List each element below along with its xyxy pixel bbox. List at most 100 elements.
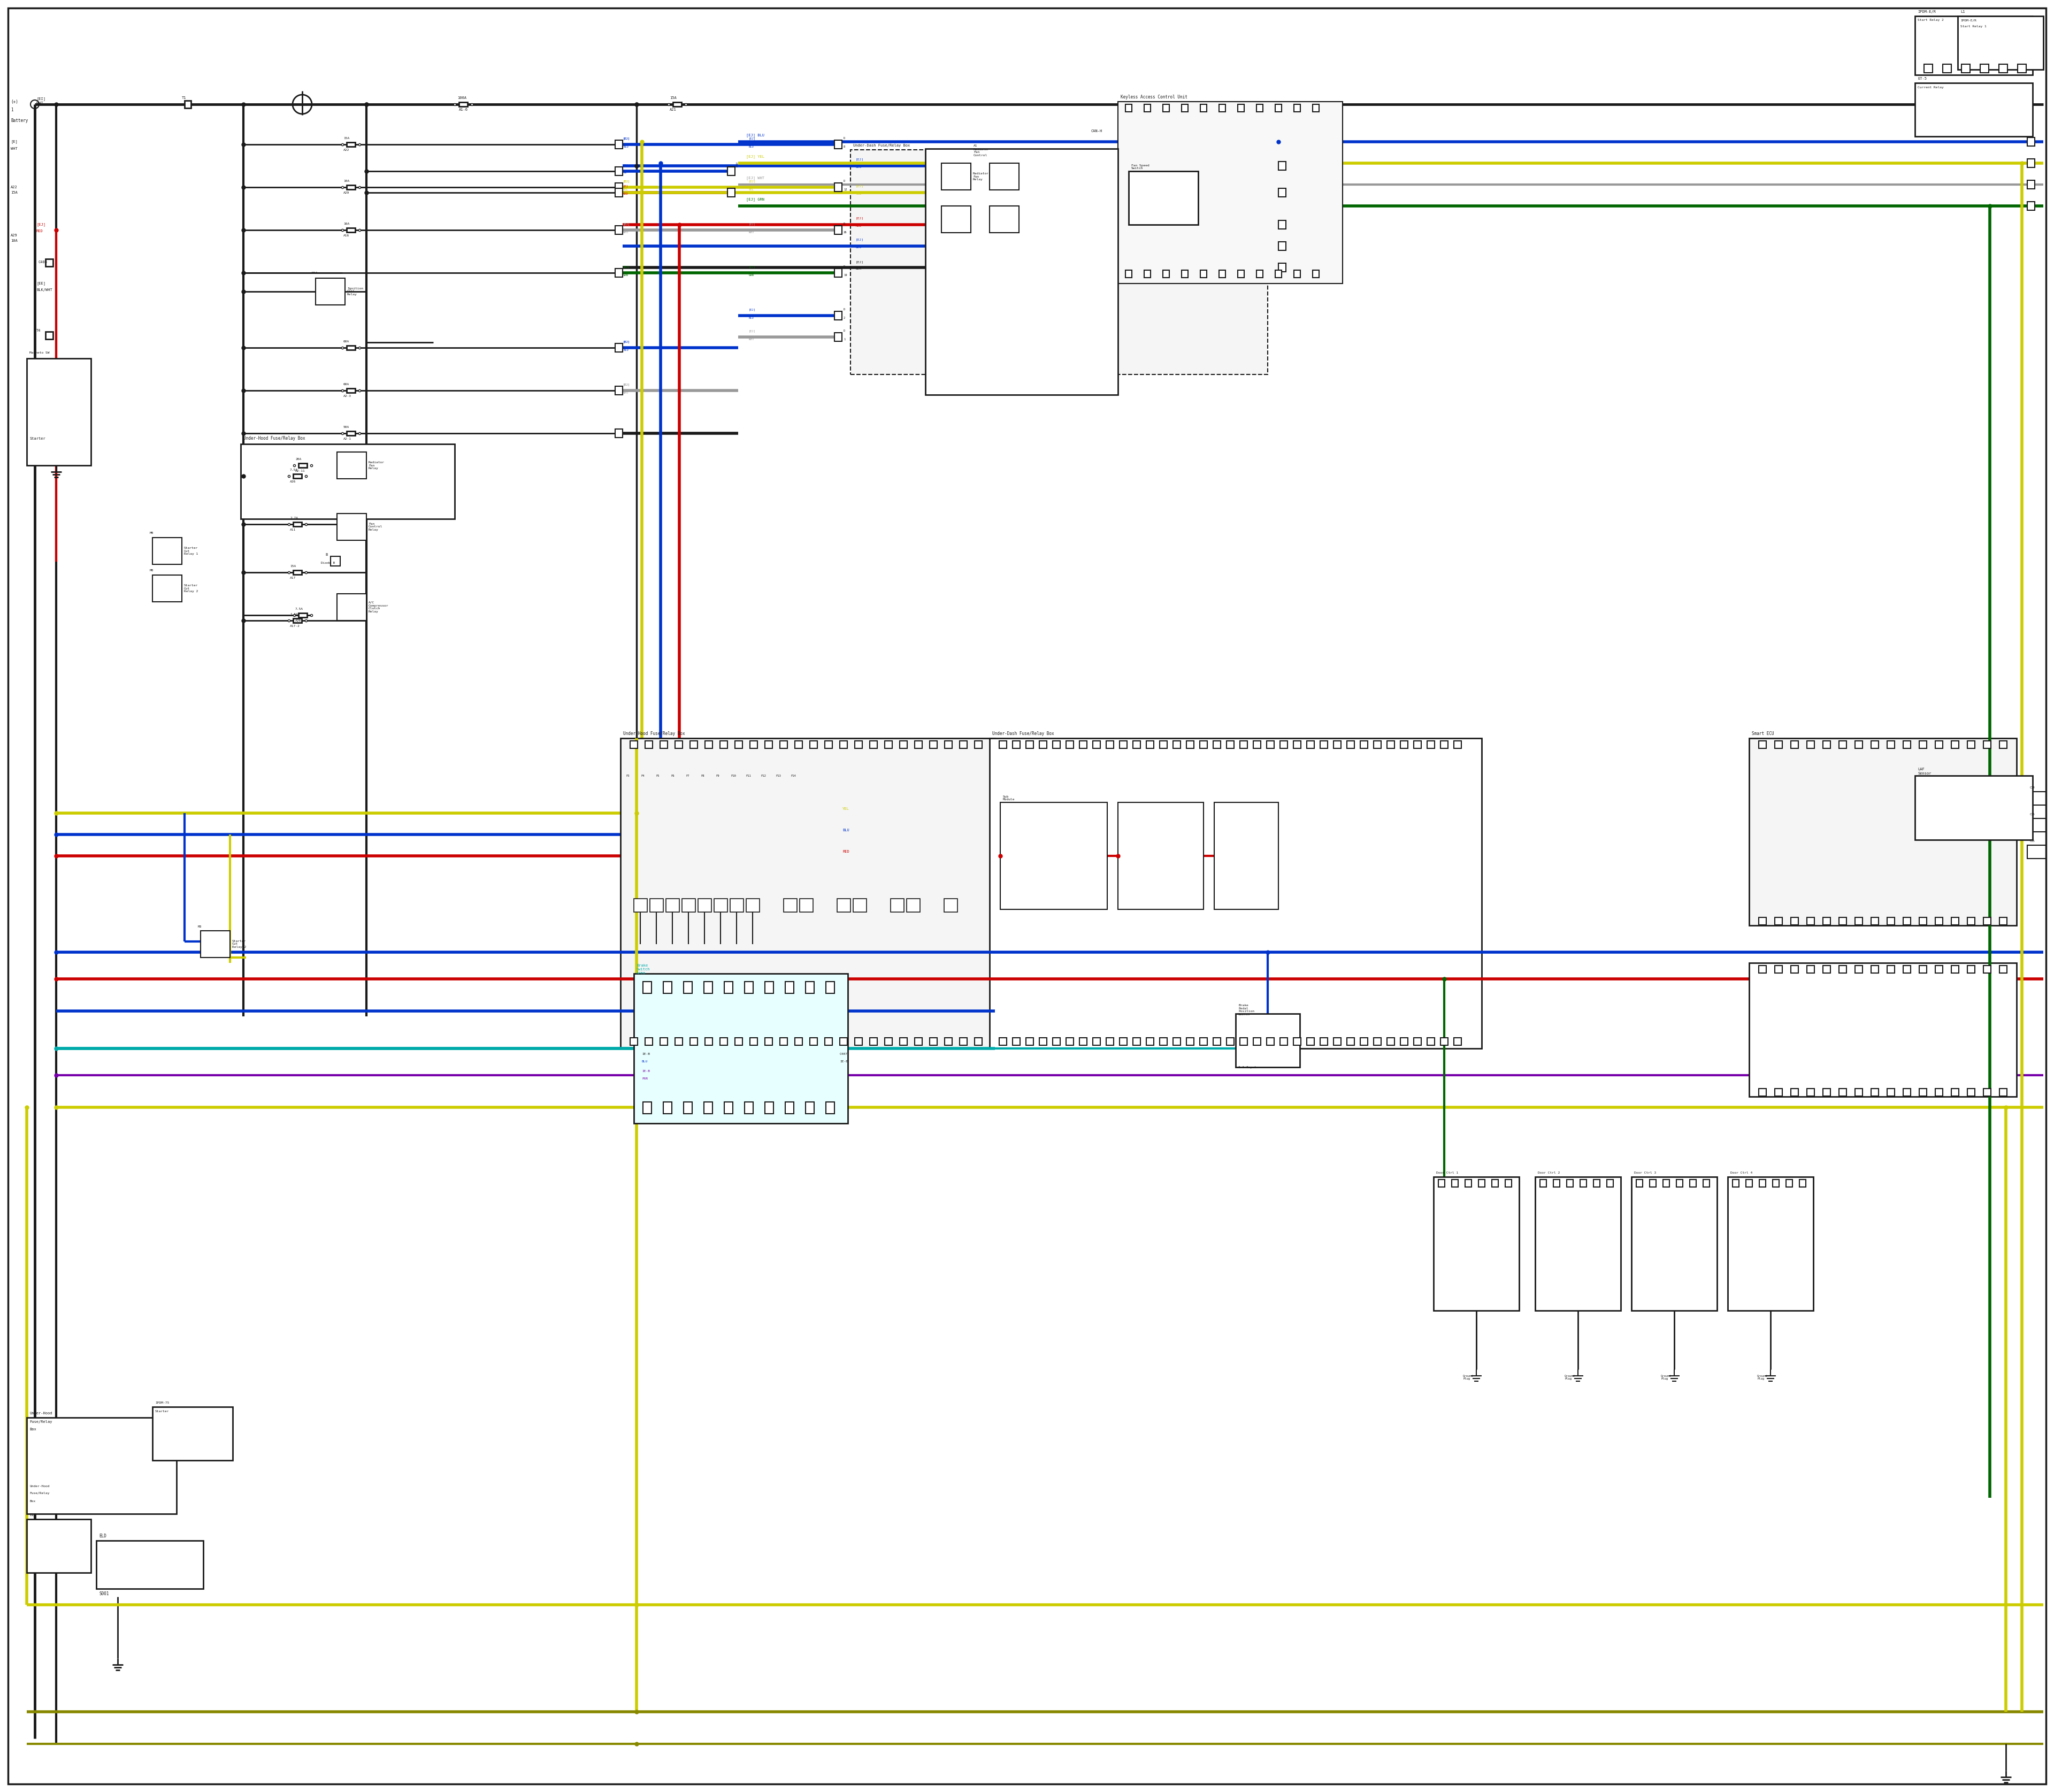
Bar bbox=[1161, 740, 1167, 749]
Bar bbox=[1052, 740, 1060, 749]
Text: Starter: Starter bbox=[156, 1410, 168, 1412]
Bar bbox=[1999, 65, 2007, 73]
Bar bbox=[1746, 1179, 1752, 1186]
Text: A29: A29 bbox=[343, 192, 349, 194]
Text: [E]: [E] bbox=[10, 140, 18, 143]
Text: RED: RED bbox=[622, 192, 629, 195]
Text: F4: F4 bbox=[641, 774, 645, 778]
Text: [EJ]: [EJ] bbox=[37, 222, 45, 226]
Bar bbox=[1226, 1038, 1234, 1045]
Bar bbox=[316, 278, 345, 305]
Text: A17-2: A17-2 bbox=[290, 625, 300, 627]
Bar bbox=[1775, 740, 1783, 749]
Bar bbox=[998, 1038, 1006, 1045]
Bar bbox=[764, 740, 772, 749]
Text: [EJ]: [EJ] bbox=[750, 330, 756, 333]
Bar bbox=[930, 740, 937, 749]
Text: A16: A16 bbox=[343, 235, 349, 237]
Bar bbox=[785, 982, 793, 993]
Bar bbox=[1144, 104, 1150, 111]
Text: F9: F9 bbox=[715, 774, 719, 778]
Bar bbox=[27, 1417, 177, 1514]
Bar bbox=[294, 521, 302, 527]
Bar bbox=[715, 898, 727, 912]
Bar bbox=[635, 973, 848, 1124]
Bar bbox=[914, 740, 922, 749]
Bar bbox=[1824, 966, 1830, 973]
Bar bbox=[1838, 966, 1847, 973]
Text: 60A: 60A bbox=[343, 340, 349, 342]
Bar bbox=[1984, 966, 1990, 973]
Bar bbox=[1241, 1038, 1247, 1045]
Text: Starter
Cut
Relay 2: Starter Cut Relay 2 bbox=[185, 584, 197, 593]
Bar bbox=[643, 1102, 651, 1113]
Text: F11: F11 bbox=[746, 774, 752, 778]
Bar bbox=[1452, 1179, 1458, 1186]
Bar bbox=[682, 898, 696, 912]
Bar bbox=[735, 1038, 741, 1045]
Bar bbox=[705, 982, 713, 993]
Bar bbox=[1434, 1177, 1520, 1310]
Bar bbox=[1904, 740, 1910, 749]
Text: Under-Hood: Under-Hood bbox=[29, 1412, 51, 1416]
Bar bbox=[1374, 740, 1380, 749]
Text: [EJ]: [EJ] bbox=[750, 308, 756, 312]
Bar bbox=[1039, 1038, 1048, 1045]
Bar bbox=[1808, 740, 1814, 749]
Text: BL: BL bbox=[622, 172, 626, 174]
Bar bbox=[2027, 792, 2046, 805]
Bar bbox=[1173, 740, 1181, 749]
Bar bbox=[1980, 65, 1988, 73]
Bar bbox=[1824, 740, 1830, 749]
Bar bbox=[1750, 962, 2017, 1097]
Text: BLU: BLU bbox=[622, 349, 629, 351]
Text: A26: A26 bbox=[290, 480, 296, 482]
Bar bbox=[1374, 1038, 1380, 1045]
Bar bbox=[1534, 1177, 1621, 1310]
Bar bbox=[645, 740, 653, 749]
Bar bbox=[337, 593, 366, 620]
Bar bbox=[1935, 740, 1943, 749]
Bar bbox=[1775, 918, 1783, 925]
Bar bbox=[727, 188, 735, 197]
Text: BLU: BLU bbox=[842, 828, 848, 831]
Text: [EJ]: [EJ] bbox=[857, 217, 865, 220]
Bar bbox=[347, 142, 355, 147]
Bar bbox=[1401, 1038, 1407, 1045]
Bar bbox=[891, 898, 904, 912]
Text: Box: Box bbox=[29, 1428, 37, 1432]
Text: 2.7A: 2.7A bbox=[290, 516, 298, 520]
Bar bbox=[1401, 740, 1407, 749]
Bar bbox=[1278, 188, 1286, 197]
Text: C14: C14 bbox=[2029, 787, 2036, 788]
Bar bbox=[1855, 740, 1863, 749]
Text: [EJ]: [EJ] bbox=[857, 158, 865, 161]
Text: [E]: [E] bbox=[622, 163, 629, 167]
Text: F3: F3 bbox=[626, 774, 629, 778]
Bar bbox=[1491, 1179, 1497, 1186]
Bar bbox=[974, 1038, 982, 1045]
Bar bbox=[850, 151, 1267, 375]
Text: 7.5A: 7.5A bbox=[296, 607, 304, 609]
Text: WHT: WHT bbox=[750, 339, 754, 340]
Text: Fan
Control
Relay: Fan Control Relay bbox=[368, 523, 382, 532]
Bar bbox=[1066, 740, 1074, 749]
Bar bbox=[1181, 271, 1187, 278]
Bar bbox=[1506, 1179, 1512, 1186]
Text: BLK: BLK bbox=[857, 267, 863, 271]
Text: [EJ]: [EJ] bbox=[622, 222, 631, 226]
Bar bbox=[750, 740, 758, 749]
Text: [EJ] YEL: [EJ] YEL bbox=[746, 154, 764, 158]
Bar bbox=[885, 1038, 891, 1045]
Bar bbox=[2027, 159, 2036, 167]
Text: C408: C408 bbox=[39, 260, 47, 263]
Bar bbox=[1134, 1038, 1140, 1045]
Bar bbox=[1117, 803, 1204, 909]
Bar bbox=[1438, 1179, 1444, 1186]
Bar bbox=[1871, 1088, 1879, 1097]
Bar bbox=[1925, 65, 1933, 73]
Text: A26: A26 bbox=[296, 620, 302, 622]
Bar bbox=[1214, 1038, 1220, 1045]
Bar bbox=[1440, 740, 1448, 749]
Text: 50A: 50A bbox=[343, 425, 349, 428]
